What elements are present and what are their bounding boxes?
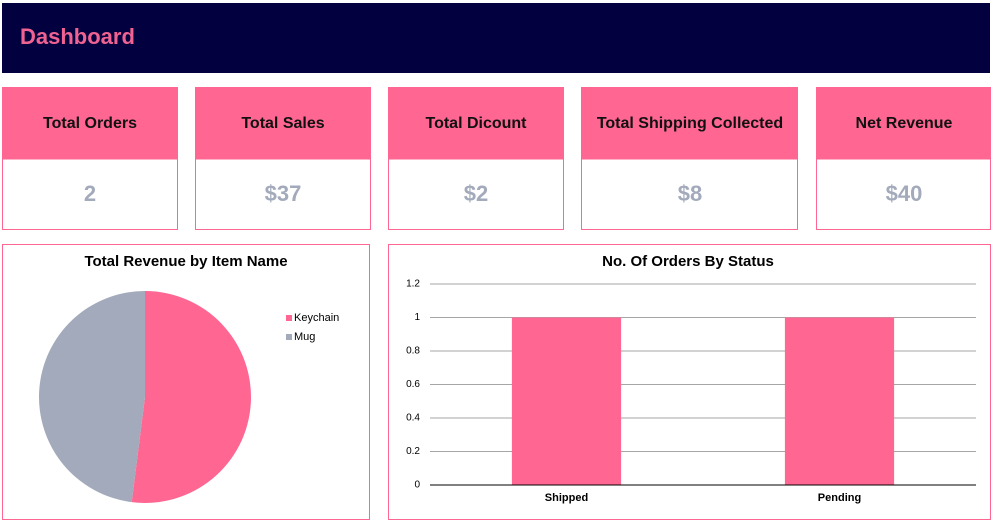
x-tick-label: Shipped [545,492,588,504]
x-tick-label: Pending [818,492,861,504]
legend-swatch [286,315,292,321]
card-header [2,87,178,160]
kpi-value: $40 [886,181,923,206]
chart-panel [388,244,991,520]
kpi-card: Total Orders 2 [2,87,178,230]
kpi-label: Total Sales [241,115,324,132]
kpi-value: $37 [265,181,302,206]
kpi-card: Total Dicount $2 [388,87,564,230]
legend-label: Keychain [294,312,339,324]
kpi-label: Total Shipping Collected [597,115,783,132]
bar [511,317,622,485]
header-bar [2,3,990,73]
bar [784,317,895,485]
kpi-value: $2 [464,181,488,206]
kpi-label: Total Dicount [425,115,527,132]
kpi-label: Total Orders [43,115,137,132]
kpi-value: 2 [84,181,96,206]
header-title: Dashboard [20,24,135,49]
y-tick-label: 0 [414,480,420,491]
legend-swatch [286,334,292,340]
chart-title: Total Revenue by Item Name [84,253,287,270]
kpi-card: Total Shipping Collected $8 [581,87,798,230]
y-tick-label: 0.8 [406,346,420,357]
kpi-value: $8 [678,181,702,206]
y-tick-label: 0.6 [406,379,420,390]
pie-slice [39,291,145,503]
chart-title: No. Of Orders By Status [602,253,774,270]
legend-label: Mug [294,331,315,343]
card-header [816,87,991,160]
card-header [388,87,564,160]
card-header [195,87,371,160]
kpi-label: Net Revenue [856,115,953,132]
charts: Keychain Mug 0 0.2 0.4 0.6 0.8 1 1.2 Shipped Pendi… [39,279,976,504]
kpi-card: Total Sales $37 [195,87,371,230]
y-tick-label: 1 [414,312,420,323]
y-tick-label: 0.2 [406,446,420,457]
y-tick-label: 1.2 [406,279,420,290]
pie-slice [131,291,252,504]
y-tick-label: 0.4 [406,413,420,424]
kpi-card: Net Revenue $40 [816,87,991,230]
card-header [581,87,798,160]
